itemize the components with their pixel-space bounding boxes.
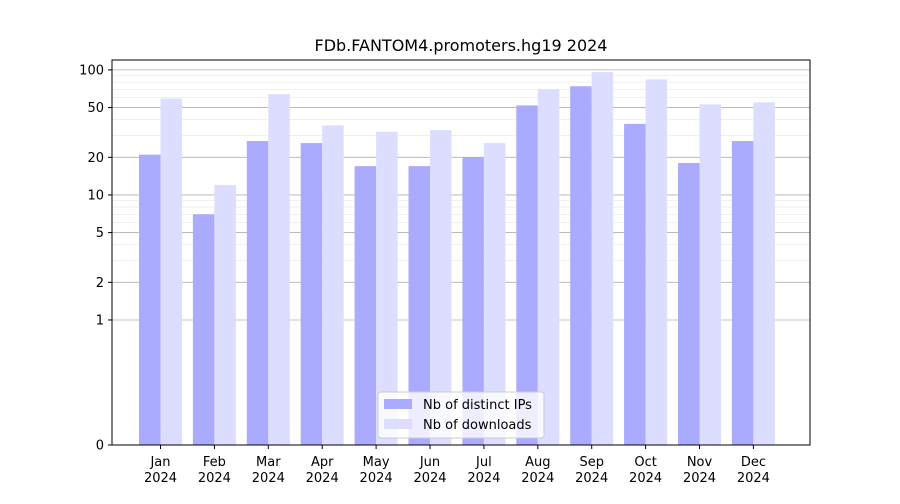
x-tick-label-year: 2024 — [467, 471, 500, 486]
x-tick-label-month: Sep — [579, 455, 604, 470]
y-tick-label: 50 — [87, 101, 104, 116]
y-tick-label: 5 — [96, 226, 104, 241]
y-tick-label: 0 — [96, 439, 104, 454]
x-tick-label-year: 2024 — [683, 471, 716, 486]
bar-distinct-ips-dec: Nb of distinct IPs: 27 — [731, 140, 754, 445]
x-tick-label-year: 2024 — [198, 471, 231, 486]
y-tick-label: 100 — [79, 63, 104, 78]
x-tick-label-year: 2024 — [575, 471, 608, 486]
x-tick-label-year: 2024 — [629, 471, 662, 486]
x-tick-label-year: 2024 — [144, 471, 177, 486]
x-tick-label-year: 2024 — [413, 471, 446, 486]
bar-downloads-aug: Nb of downloads: 70 — [537, 89, 560, 445]
bar-distinct-ips-jul: Nb of distinct IPs: 20 — [462, 157, 484, 445]
x-tick-label-month: Dec — [741, 455, 766, 470]
x-tick-label-month: Jul — [475, 455, 492, 470]
x-tick-label-month: Aug — [525, 455, 550, 470]
bars: Nb of distinct IPs: 21Nb of downloads: 5… — [139, 72, 775, 446]
bar-downloads-jun: Nb of downloads: 33 — [430, 130, 452, 445]
x-tick-label-month: Jan — [149, 455, 170, 470]
bar-distinct-ips-jun: Nb of distinct IPs: 17 — [408, 166, 430, 445]
bar-distinct-ips-may: Nb of distinct IPs: 17 — [354, 166, 377, 445]
y-axis: 0 1 2 5 10 20 50 100 — [79, 63, 112, 454]
x-tick-label-month: Apr — [311, 455, 334, 470]
bar-downloads-apr: Nb of downloads: 36 — [322, 125, 344, 445]
chart-title: FDb.FANTOM4.promoters.hg19 2024 — [315, 36, 608, 55]
x-tick-label-year: 2024 — [306, 471, 339, 486]
y-tick-label: 2 — [96, 276, 104, 291]
x-tick-label-month: Feb — [203, 455, 226, 470]
x-tick-label-year: 2024 — [360, 471, 393, 486]
bar-downloads-dec: Nb of downloads: 55 — [753, 102, 775, 445]
bar-downloads-oct: Nb of downloads: 84 — [645, 79, 668, 446]
bar-downloads-mar: Nb of downloads: 64 — [268, 94, 290, 446]
x-tick-label-year: 2024 — [252, 471, 285, 486]
bar-downloads-nov: Nb of downloads: 53 — [699, 104, 721, 445]
x-tick-label-month: Oct — [634, 455, 656, 470]
y-tick-label: 10 — [87, 188, 104, 203]
bar-downloads-may: Nb of downloads: 32 — [376, 131, 398, 445]
legend-label: Nb of distinct IPs — [423, 398, 532, 413]
bar-downloads-sep: Nb of downloads: 96 — [591, 72, 614, 445]
bar-downloads-feb: Nb of downloads: 12 — [214, 185, 236, 445]
x-tick-label-month: May — [363, 455, 390, 470]
bar-distinct-ips-nov: Nb of distinct IPs: 18 — [678, 163, 700, 445]
x-tick-label-month: Jun — [419, 455, 440, 470]
bar-distinct-ips-mar: Nb of distinct IPs: 27 — [246, 140, 269, 445]
bar-distinct-ips-jan: Nb of distinct IPs: 21 — [139, 154, 161, 446]
legend: Nb of distinct IPs Nb of downloads — [377, 391, 545, 439]
y-tick-label: 1 — [96, 313, 104, 328]
legend-swatch — [384, 419, 412, 429]
y-tick-label: 20 — [87, 151, 104, 166]
bar-distinct-ips-sep: Nb of distinct IPs: 74 — [570, 86, 592, 445]
x-axis: Jan2024Feb2024Mar2024Apr2024May2024Jun20… — [144, 445, 770, 486]
legend-swatch — [384, 399, 412, 409]
bar-downloads-jan: Nb of downloads: 59 — [160, 98, 182, 446]
legend-label: Nb of downloads — [423, 418, 532, 433]
bar-distinct-ips-oct: Nb of distinct IPs: 37 — [624, 123, 646, 445]
bar-downloads-jul: Nb of downloads: 26 — [483, 143, 506, 445]
plot-frame — [111, 59, 811, 446]
x-tick-label-month: Mar — [256, 455, 281, 470]
x-tick-label-year: 2024 — [521, 471, 554, 486]
bar-distinct-ips-apr: Nb of distinct IPs: 26 — [300, 143, 323, 445]
bar-distinct-ips-aug: Nb of distinct IPs: 52 — [516, 105, 538, 446]
x-tick-label-month: Nov — [687, 455, 713, 470]
legend-box — [377, 391, 545, 439]
bar-distinct-ips-feb: Nb of distinct IPs: 7 — [192, 214, 215, 445]
x-tick-label-year: 2024 — [737, 471, 770, 486]
